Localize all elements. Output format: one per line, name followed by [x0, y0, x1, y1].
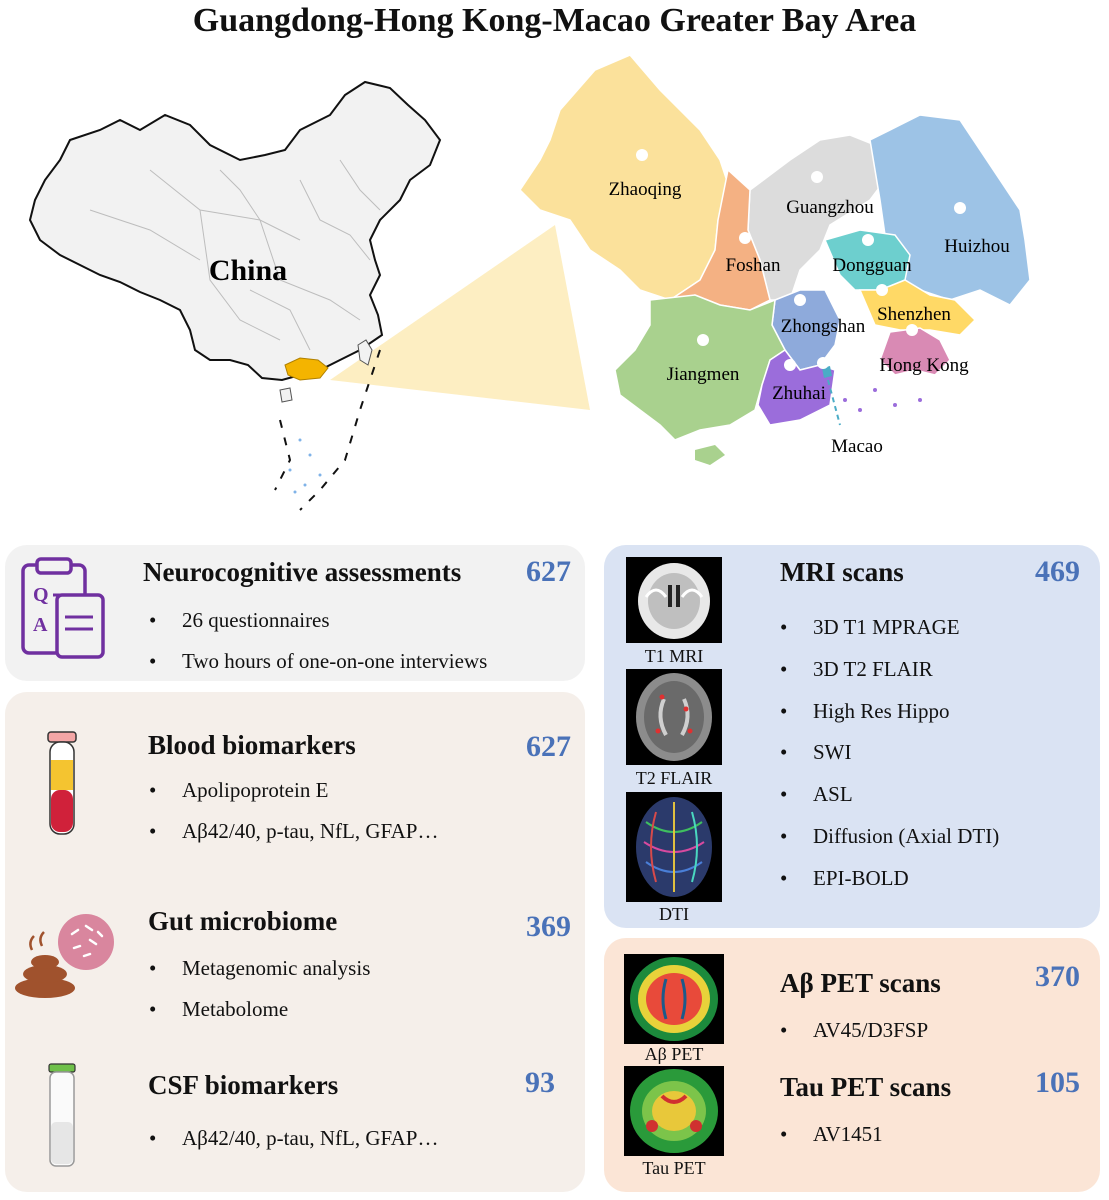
t1-mri-label: T1 MRI: [644, 646, 704, 666]
neuro-item: Two hours of one-on-one interviews: [145, 641, 487, 682]
blood-item: Aβ42/40, p-tau, NfL, GFAP…: [145, 811, 438, 852]
tau-pet-title: Tau PET scans: [780, 1072, 952, 1102]
pet-panel: Aβ PET Tau PET Aβ PET scans 370 AV45/D3F…: [604, 938, 1100, 1192]
sea-islands: [288, 438, 322, 494]
neuro-list: 26 questionnaires Two hours of one-on-on…: [145, 600, 487, 682]
region-shenzhen: [858, 279, 977, 336]
csf-tube-icon: [48, 1063, 76, 1167]
gut-title: Gut microbiome: [148, 906, 338, 936]
blood-item: Apolipoprotein E: [145, 770, 438, 811]
t2-flair-label: T2 FLAIR: [635, 768, 713, 788]
taiwan-island: [357, 339, 373, 366]
mri-item: 3D T2 FLAIR: [776, 649, 999, 691]
blood-count: 627: [526, 730, 571, 763]
neuro-title: Neurocognitive assessments: [143, 557, 462, 587]
zoom-wedge: [330, 225, 590, 410]
questionnaire-icon: Q A: [21, 557, 105, 659]
china-outline: [28, 80, 442, 382]
gut-count: 369: [526, 910, 571, 943]
tau-pet-image: [624, 1066, 724, 1156]
abeta-pet-item: AV45/D3FSP: [776, 1010, 928, 1051]
abeta-pet-label: Aβ PET: [644, 1044, 704, 1064]
city-label-zhaoqing: Zhaoqing: [609, 179, 682, 200]
gut-item: Metagenomic analysis: [145, 948, 370, 989]
abeta-pet-title: Aβ PET scans: [780, 968, 941, 998]
mri-item: Diffusion (Axial DTI): [776, 816, 999, 858]
map-pins: [636, 149, 966, 371]
city-label-macao: Macao: [831, 436, 883, 457]
gba-map: Zhaoqing Guangzhou Huizhou Foshan Donggu…: [519, 54, 1031, 465]
blood-list: Apolipoprotein E Aβ42/40, p-tau, NfL, GF…: [145, 770, 438, 852]
dash-line: [274, 349, 381, 511]
tau-pet-item: AV1451: [776, 1114, 883, 1155]
blood-tube-icon: [47, 731, 77, 835]
tau-pet-count: 105: [1035, 1066, 1080, 1099]
abeta-pet-image: [624, 954, 724, 1044]
blood-title: Blood biomarkers: [148, 730, 356, 760]
svg-text:Q: Q: [33, 584, 49, 606]
mri-item: High Res Hippo: [776, 691, 999, 733]
neuro-item: 26 questionnaires: [145, 600, 487, 641]
city-label-jiangmen: Jiangmen: [667, 364, 740, 385]
abeta-pet-count: 370: [1035, 960, 1080, 993]
mri-count: 469: [1035, 555, 1080, 588]
city-label-hongkong: Hong Kong: [879, 355, 969, 376]
figure-title: Guangdong-Hong Kong-Macao Greater Bay Ar…: [192, 2, 917, 39]
city-label-zhuhai: Zhuhai: [772, 383, 826, 404]
gut-list: Metagenomic analysis Metabolome: [145, 948, 370, 1030]
t1-mri-image: [626, 557, 722, 643]
gut-microbiome-icon: [15, 914, 114, 998]
t2-flair-image: [626, 669, 722, 765]
gba-highlight: [284, 357, 329, 381]
city-label-zhongshan: Zhongshan: [781, 316, 866, 337]
jiangmen-island: [695, 445, 725, 465]
china-label: China: [209, 254, 287, 287]
dti-label: DTI: [659, 904, 689, 924]
dti-image: [626, 792, 722, 902]
city-label-huizhou: Huizhou: [944, 236, 1010, 257]
mri-item: ASL: [776, 774, 999, 816]
csf-count: 93: [525, 1066, 555, 1099]
macao-leader-line: [827, 379, 841, 426]
hainan-island: [279, 387, 293, 403]
city-label-guangzhou: Guangzhou: [786, 197, 874, 218]
region-zhaoqing: [519, 54, 731, 301]
region-hongkong: [879, 327, 951, 376]
region-jiangmen: [614, 294, 786, 441]
mri-item: 3D T1 MPRAGE: [776, 607, 999, 649]
tau-pet-label: Tau PET: [642, 1158, 706, 1178]
mri-list: 3D T1 MPRAGE 3D T2 FLAIR High Res Hippo …: [776, 607, 999, 900]
tau-pet-list: AV1451: [776, 1114, 883, 1155]
mri-item: EPI-BOLD: [776, 858, 999, 900]
biomarkers-panel: Blood biomarkers 627 Apolipoprotein E Aβ…: [5, 692, 585, 1192]
csf-title: CSF biomarkers: [148, 1070, 339, 1100]
csf-list: Aβ42/40, p-tau, NfL, GFAP…: [145, 1118, 438, 1159]
mri-title: MRI scans: [780, 557, 904, 587]
province-lines: [89, 159, 381, 351]
city-label-shenzhen: Shenzhen: [877, 304, 951, 325]
mri-item: SWI: [776, 732, 999, 774]
china-map: China: [28, 80, 590, 511]
zhuhai-islands: [843, 388, 922, 412]
svg-text:A: A: [33, 614, 48, 636]
csf-item: Aβ42/40, p-tau, NfL, GFAP…: [145, 1118, 438, 1159]
neuro-count: 627: [526, 555, 571, 588]
city-label-foshan: Foshan: [726, 255, 781, 276]
neurocognitive-panel: Q A Neurocognitive assessments 627 26 qu…: [5, 545, 585, 682]
city-label-dongguan: Dongguan: [832, 255, 912, 276]
mri-panel: T1 MRI T2 FLAIR DTI MRI scans 469 3D T1 …: [604, 545, 1100, 928]
region-macao: [822, 366, 832, 378]
gut-item: Metabolome: [145, 989, 370, 1030]
abeta-pet-list: AV45/D3FSP: [776, 1010, 928, 1051]
